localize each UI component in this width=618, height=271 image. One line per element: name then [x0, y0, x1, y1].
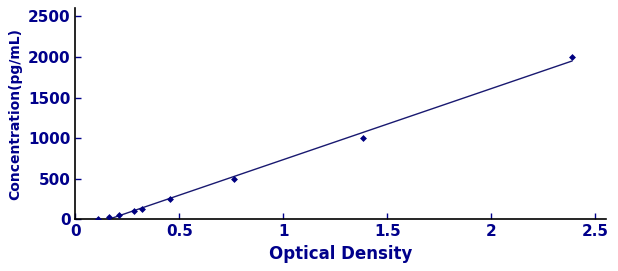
X-axis label: Optical Density: Optical Density — [269, 245, 412, 263]
Y-axis label: Concentration(pg/mL): Concentration(pg/mL) — [8, 28, 22, 200]
